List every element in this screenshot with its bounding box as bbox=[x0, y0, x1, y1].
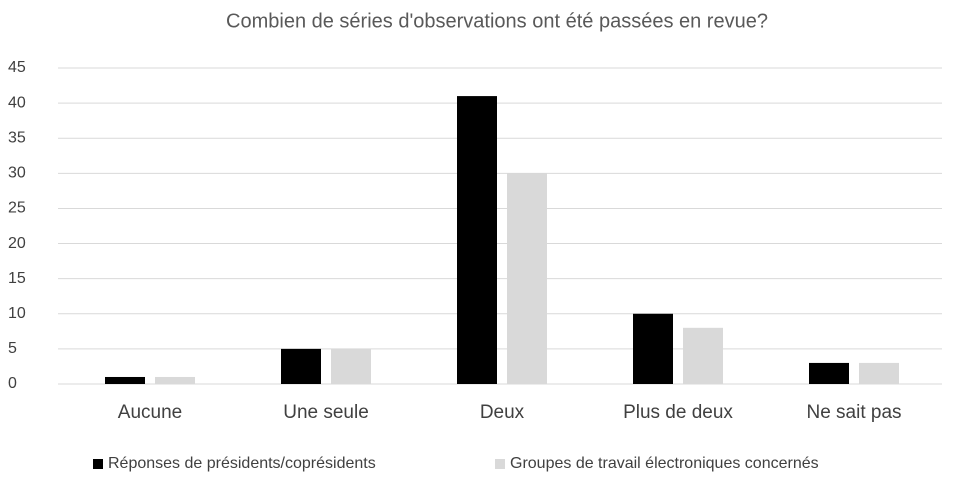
x-tick-label: Plus de deux bbox=[623, 402, 733, 423]
bar bbox=[457, 96, 497, 384]
bar bbox=[633, 313, 673, 384]
bar bbox=[331, 348, 371, 384]
y-tick-label: 10 bbox=[8, 305, 26, 322]
bar bbox=[155, 376, 195, 384]
legend-label: Réponses de présidents/coprésidents bbox=[108, 455, 376, 472]
y-tick-label: 20 bbox=[8, 235, 26, 252]
y-tick-label: 30 bbox=[8, 165, 26, 182]
chart-title: Combien de séries d'observations ont été… bbox=[226, 10, 768, 32]
legend-label: Groupes de travail électroniques concern… bbox=[510, 455, 819, 472]
legend-swatch bbox=[495, 459, 505, 469]
x-tick-label: Deux bbox=[480, 402, 525, 423]
bar bbox=[105, 376, 145, 384]
y-tick-label: 5 bbox=[8, 340, 17, 357]
y-tick-label: 25 bbox=[8, 200, 26, 217]
bar bbox=[683, 327, 723, 384]
x-tick-label: Ne sait pas bbox=[806, 402, 901, 423]
y-tick-label: 15 bbox=[8, 270, 26, 287]
x-tick-label: Une seule bbox=[283, 402, 369, 423]
bar bbox=[809, 362, 849, 384]
x-tick-label: Aucune bbox=[118, 402, 182, 423]
bar bbox=[859, 362, 899, 384]
y-tick-label: 0 bbox=[8, 375, 17, 392]
bar bbox=[507, 173, 547, 384]
y-tick-label: 40 bbox=[8, 94, 26, 111]
y-tick-label: 35 bbox=[8, 129, 26, 146]
legend-swatch bbox=[93, 459, 103, 469]
y-tick-label: 45 bbox=[8, 59, 26, 76]
bar bbox=[281, 348, 321, 384]
